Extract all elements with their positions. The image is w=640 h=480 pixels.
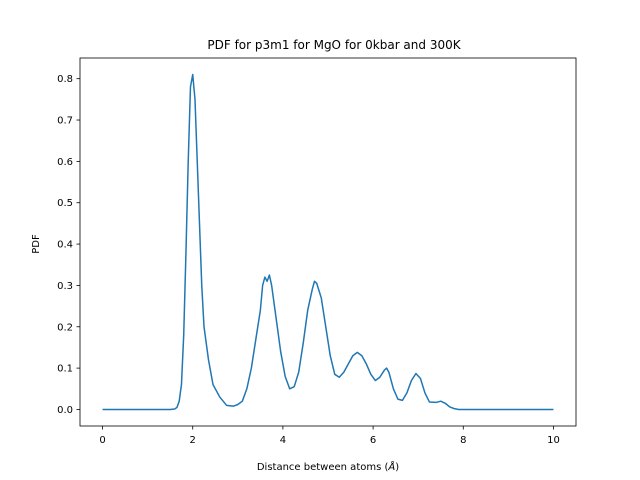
x-tick-label: 2	[190, 435, 196, 446]
x-axis-label-unit: Å	[387, 460, 395, 473]
plot-area	[102, 73, 554, 411]
chart-title: PDF for p3m1 for MgO for 0kbar and 300K	[207, 38, 461, 52]
pdf-series-line	[102, 73, 554, 411]
x-tick-label: 8	[460, 435, 466, 446]
y-tick-label: 0.8	[57, 74, 73, 85]
x-tick-label: 0	[99, 435, 105, 446]
y-tick-label: 0.4	[57, 240, 73, 251]
y-tick-label: 0.3	[57, 281, 73, 292]
y-axis-label: PDF	[31, 234, 42, 254]
y-tick-label: 0.0	[57, 405, 73, 416]
x-axis-ticks: 0 2 4 6 8 10	[99, 426, 560, 446]
y-tick-label: 0.7	[57, 116, 73, 127]
y-tick-label: 0.1	[57, 364, 73, 375]
x-tick-label: 10	[547, 435, 560, 446]
x-tick-label: 4	[280, 435, 286, 446]
y-tick-label: 0.5	[57, 198, 73, 209]
y-tick-label: 0.2	[57, 322, 73, 333]
x-axis-label: Distance between atoms (Å)	[257, 460, 399, 473]
axes-frame	[79, 57, 577, 427]
y-axis-ticks: 0.0 0.1 0.2 0.3 0.4 0.5 0.6 0.7 0.8	[57, 74, 80, 416]
x-tick-label: 6	[370, 435, 376, 446]
y-tick-label: 0.6	[57, 157, 73, 168]
